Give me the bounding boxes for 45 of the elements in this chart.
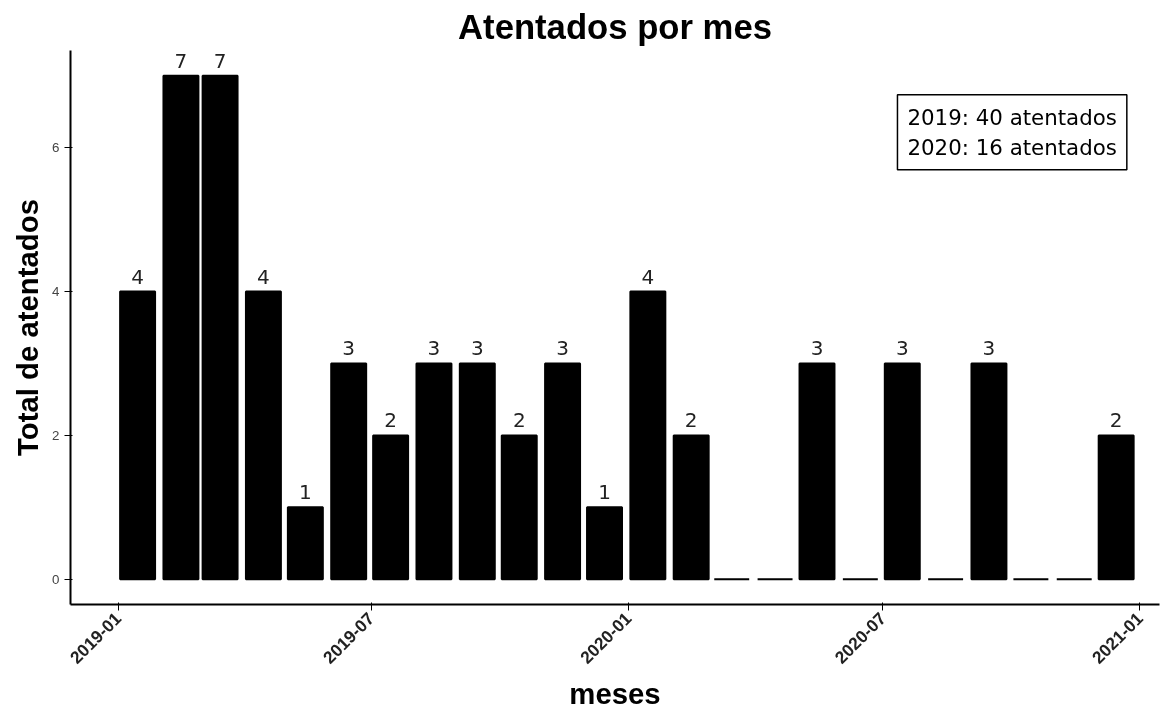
bar	[883, 362, 921, 581]
bar	[544, 362, 582, 581]
annotation: 2019: 40 atentados	[907, 104, 1117, 130]
data-label: 4	[641, 264, 655, 289]
data-label: 2	[1109, 408, 1123, 433]
chart-title: Atentados por mes	[458, 7, 772, 46]
data-label: 3	[342, 336, 356, 361]
data-label: 4	[257, 264, 270, 289]
bar	[586, 506, 623, 581]
data-label: 2	[684, 408, 698, 433]
data-label: 3	[810, 336, 824, 361]
data-label: 3	[470, 336, 484, 361]
bar	[970, 362, 1008, 581]
data-label: 3	[427, 336, 441, 361]
y-tick-label: 4	[52, 284, 61, 300]
data-label: 2	[512, 408, 526, 433]
data-label: 4	[131, 264, 144, 289]
bar	[330, 362, 368, 581]
data-label: 7	[213, 48, 227, 73]
y-axis-title: Total de atentados	[11, 199, 45, 456]
bar	[244, 290, 282, 581]
data-label: 2	[384, 408, 397, 433]
bar	[415, 362, 453, 581]
annotation: 2020: 16 atentados	[907, 134, 1117, 160]
bar	[119, 290, 157, 581]
y-tick-label: 2	[52, 427, 60, 443]
x-axis-title: meses	[569, 676, 661, 710]
bar	[372, 434, 410, 581]
data-label: 3	[982, 336, 996, 361]
bar	[458, 362, 496, 581]
bar	[162, 74, 200, 581]
bar	[629, 290, 667, 581]
data-label: 3	[556, 336, 569, 361]
bar	[286, 506, 324, 581]
bar	[672, 434, 710, 581]
y-tick-label: 6	[52, 140, 60, 156]
data-label: 3	[895, 336, 909, 361]
data-label: 1	[598, 480, 611, 505]
bar	[201, 74, 239, 581]
bar	[1097, 434, 1135, 581]
bar	[798, 362, 836, 581]
y-tick-label: 0	[52, 571, 60, 587]
data-label: 1	[298, 480, 312, 505]
bar	[500, 434, 538, 581]
data-label: 7	[174, 48, 188, 73]
